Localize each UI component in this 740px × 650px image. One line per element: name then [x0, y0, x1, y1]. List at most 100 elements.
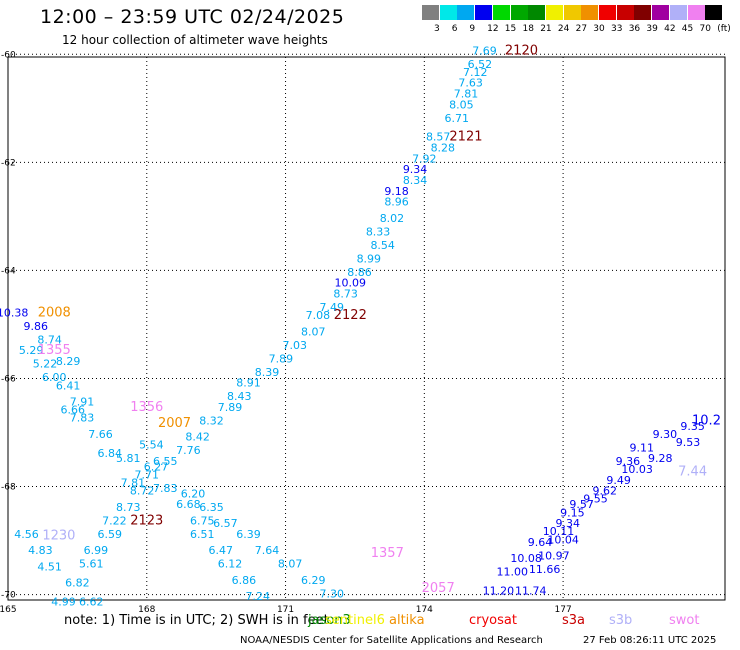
wave-height-label: 6.75 — [190, 514, 215, 527]
color-scale-label: 42 — [664, 24, 676, 34]
color-scale-label: 36 — [628, 24, 641, 34]
y-tick-label: -60 — [1, 50, 16, 60]
wave-height-label: 9.34 — [403, 163, 428, 176]
color-scale-label: 21 — [540, 24, 552, 34]
wave-height-label: 6.82 — [65, 576, 90, 589]
color-scale-label: 24 — [557, 24, 570, 34]
pass-time-label: 7.44 — [678, 465, 707, 480]
wave-height-label: 7.30 — [320, 587, 345, 600]
wave-height-label: 7.76 — [176, 444, 201, 457]
color-scale-label: 18 — [522, 24, 534, 34]
pass-time-label: 2123 — [130, 513, 163, 528]
color-swatch — [545, 5, 563, 20]
pass-time-label: 2122 — [334, 308, 367, 323]
wave-height-label: 8.07 — [301, 325, 326, 338]
wave-height-label: 7.81 — [121, 477, 146, 490]
wave-height-label: 6.55 — [153, 455, 178, 468]
wave-height-label: 6.47 — [209, 544, 234, 557]
wave-height-label: 6.99 — [84, 544, 109, 557]
footer-credit: NOAA/NESDIS Center for Satellite Applica… — [240, 635, 543, 646]
color-scale-label: 15 — [504, 24, 517, 34]
color-swatch — [634, 5, 652, 20]
y-tick-label: -66 — [1, 374, 16, 384]
wave-height-label: 6.57 — [213, 517, 238, 530]
color-swatch — [510, 5, 528, 20]
wave-height-label: 7.83 — [70, 412, 95, 425]
pass-time-label: 1357 — [371, 546, 404, 561]
wave-height-label: 10.08 — [510, 552, 542, 565]
wave-height-label: 7.03 — [283, 339, 308, 352]
wave-height-label: 4.99 — [51, 595, 76, 608]
pass-time-label: 2121 — [449, 130, 482, 145]
color-scale-label: 33 — [611, 24, 623, 34]
wave-height-label: 6.35 — [199, 501, 224, 514]
wave-height-label: 9.49 — [606, 474, 631, 487]
wave-height-label: 9.18 — [384, 185, 409, 198]
y-tick-label: -68 — [1, 483, 16, 493]
wave-height-label: 9.15 — [560, 506, 585, 519]
wave-height-label: 10.97 — [538, 549, 570, 562]
wave-height-label: 7.49 — [320, 301, 345, 314]
wave-height-label: 7.24 — [246, 590, 271, 603]
color-swatch — [439, 5, 457, 20]
wave-height-label: 9.53 — [676, 436, 701, 449]
wave-height-label: 7.81 — [454, 88, 479, 101]
wave-height-label: 9.86 — [24, 320, 49, 333]
wave-height-label: 6.86 — [232, 574, 257, 587]
page-title: 12:00 – 23:59 UTC 02/24/2025 — [40, 6, 345, 28]
color-swatch — [528, 5, 546, 20]
wave-height-label: 9.34 — [555, 517, 580, 530]
wave-height-label: 8.39 — [255, 366, 280, 379]
wave-height-label: 8.43 — [227, 390, 252, 403]
color-swatch — [492, 5, 510, 20]
x-tick-label: 168 — [138, 605, 155, 615]
color-swatch — [563, 5, 581, 20]
wave-height-label: 10.09 — [335, 277, 367, 290]
pass-time-label: 1356 — [130, 400, 163, 415]
wave-height-label: 8.33 — [366, 225, 391, 238]
pass-time-label: 2120 — [505, 43, 538, 58]
wave-height-label: 6.71 — [444, 112, 469, 125]
page-subtitle: 12 hour collection of altimeter wave hei… — [62, 33, 328, 47]
footer-timestamp: 27 Feb 08:26:11 UTC 2025 — [583, 635, 717, 646]
wave-height-label: 9.30 — [653, 428, 678, 441]
wave-height-label: 7.22 — [102, 514, 127, 527]
wave-height-label: 6.51 — [190, 528, 215, 541]
legend-item-swot: swot — [669, 613, 700, 628]
wave-height-label: 4.51 — [37, 560, 62, 573]
color-swatch — [422, 5, 439, 20]
wave-height-label: 4.83 — [28, 544, 53, 557]
wave-height-label: 7.63 — [458, 77, 483, 90]
wave-height-label: 8.91 — [236, 377, 261, 390]
wave-height-label: 8.42 — [185, 431, 210, 444]
wave-height-label: 8.96 — [384, 196, 409, 209]
wave-height-label: 6.52 — [468, 58, 493, 71]
wave-height-label: 8.74 — [37, 333, 62, 346]
color-scale-label: 3 — [434, 24, 440, 34]
x-tick-label: 165 — [0, 605, 17, 615]
wave-height-label: 8.73 — [116, 501, 141, 514]
y-tick-label: -64 — [1, 266, 16, 276]
wave-height-label: 6.59 — [98, 528, 123, 541]
color-swatch — [581, 5, 599, 20]
color-swatch — [616, 5, 634, 20]
wave-height-label: 6.84 — [98, 447, 123, 460]
x-tick-label: 177 — [555, 605, 572, 615]
wave-height-label: 7.89 — [269, 352, 294, 365]
wave-height-label: 8.99 — [357, 252, 382, 265]
y-tick-label: -70 — [1, 591, 16, 601]
wave-height-label: 7.89 — [218, 401, 243, 414]
pass-time-label: 1230 — [42, 528, 75, 543]
pass-time-label: 10.2 — [692, 413, 721, 428]
wave-height-label: 6.20 — [181, 487, 206, 500]
color-swatch — [669, 5, 687, 20]
wave-height-label: 6.68 — [176, 498, 201, 511]
color-scale-label: 70 — [699, 24, 711, 34]
wave-height-label: 11.66 — [529, 563, 561, 576]
pass-time-label: 2057 — [422, 581, 455, 596]
wave-height-label: 5.54 — [139, 439, 164, 452]
wave-height-label: 7.92 — [412, 152, 437, 165]
wave-height-label: 6.29 — [301, 574, 326, 587]
wave-height-label: 9.11 — [629, 441, 654, 454]
wave-height-label: 4.56 — [14, 528, 39, 541]
